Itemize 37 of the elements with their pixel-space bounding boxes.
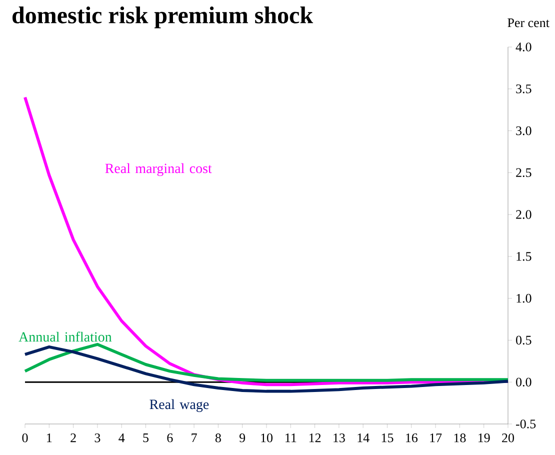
x-tick-label: 14 [358, 434, 370, 442]
x-tick-label: 6 [167, 434, 173, 442]
x-tick-label: 19 [478, 434, 490, 442]
x-tick-label: 8 [215, 434, 221, 442]
x-tick-label: 5 [143, 434, 148, 442]
y-tick-label: 0.0 [516, 378, 532, 387]
y-tick-label: 0.5 [516, 336, 532, 345]
x-tick-label: 17 [430, 434, 442, 442]
series-label: Annual inflation [18, 332, 112, 342]
y-tick-label: 4.0 [516, 42, 532, 52]
x-tick-label: 20 [502, 434, 514, 442]
y-tick-label: 1.0 [516, 294, 532, 303]
x-tick-label: 2 [70, 434, 76, 442]
x-tick-label: 15 [382, 434, 394, 442]
y-tick-label: 1.5 [516, 252, 532, 261]
y-tick-label: -0.5 [516, 420, 536, 428]
x-tick-label: 0 [22, 434, 28, 442]
y-tick-label: 2.5 [516, 168, 532, 178]
x-tick-label: 3 [94, 434, 100, 442]
y-axis-title: Per cent [508, 18, 550, 28]
y-tick-label: 2.0 [516, 210, 532, 219]
text: Real marginal cost [105, 163, 212, 176]
chart-title: domestic risk premium shock [12, 6, 314, 28]
y-tick-label: 3.5 [516, 84, 532, 94]
y-tick-label: 3.0 [516, 126, 532, 136]
x-tick-label: 16 [406, 434, 418, 442]
line-series [24, 345, 510, 393]
series-label: Real wage [150, 399, 209, 412]
x-tick-label: 11 [286, 434, 296, 442]
x-tick-label: 12 [309, 434, 321, 442]
x-tick-label: 13 [334, 434, 345, 442]
x-tick-label: 18 [454, 434, 466, 442]
x-tick-label: 10 [261, 434, 273, 442]
x-tick-label: 9 [240, 434, 246, 442]
x-tick-label: 1 [47, 434, 52, 442]
x-tick-label: 4 [118, 434, 125, 442]
x-tick-label: 7 [192, 434, 197, 442]
